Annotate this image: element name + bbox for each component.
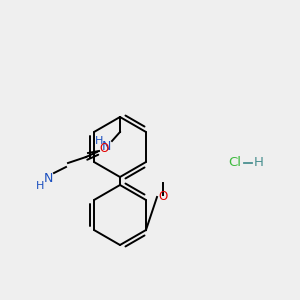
Text: H: H — [95, 136, 103, 146]
Text: N: N — [43, 172, 53, 185]
Text: O: O — [99, 142, 109, 155]
Text: O: O — [158, 190, 167, 203]
Text: Cl: Cl — [228, 157, 241, 169]
Text: H: H — [36, 181, 44, 191]
Text: N: N — [101, 140, 111, 154]
Text: H: H — [254, 157, 264, 169]
